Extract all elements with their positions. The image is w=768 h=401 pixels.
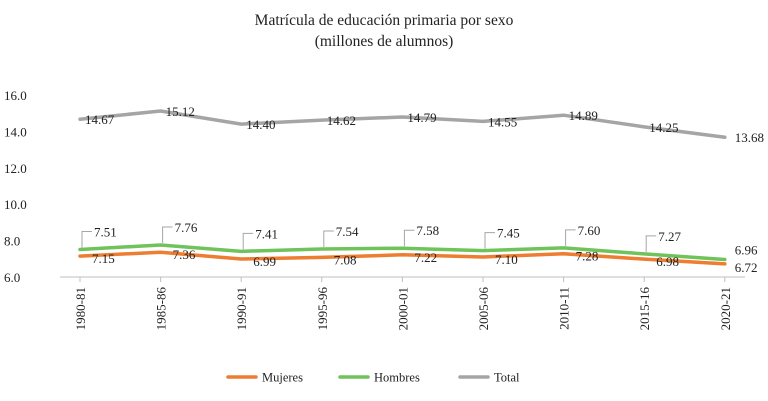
data-label-total: 15.12 — [166, 104, 195, 119]
series-line-mujeres — [78, 250, 727, 266]
data-labels: 14.67 15.12 14.40 14.62 14.79 14.55 14.89 14.25… — [81, 104, 764, 275]
data-label-total: 14.25 — [649, 120, 678, 135]
data-label-mujeres: 6.98 — [656, 254, 679, 269]
data-label-mujeres: 7.36 — [173, 247, 196, 262]
chart-title-text: Matrícula de educación primaria por sexo — [254, 12, 514, 29]
data-label-mujeres: 6.99 — [253, 254, 276, 269]
x-tick-label: 2020-21 — [718, 287, 733, 330]
x-tick-label: 2005-06 — [476, 287, 491, 331]
leader-line — [565, 229, 576, 246]
data-label-mujeres: 7.28 — [576, 249, 599, 264]
data-label-total: 14.62 — [327, 113, 356, 128]
data-label-hombres: 7.27 — [658, 229, 681, 244]
x-tick-label: 2015-16 — [637, 287, 652, 331]
leader-line — [645, 235, 657, 252]
data-label-total: 14.89 — [569, 108, 598, 123]
y-tick-label: 16.0 — [4, 88, 27, 103]
data-label-mujeres: 6.72 — [735, 260, 758, 275]
y-tick-label: 14.0 — [4, 124, 27, 139]
data-label-total: 13.68 — [735, 130, 764, 145]
data-label-hombres: 7.60 — [578, 223, 601, 238]
data-label-hombres: 7.54 — [336, 224, 359, 239]
x-tick-label: 2010-11 — [557, 287, 572, 330]
leader-line — [323, 230, 334, 247]
data-label-total: 14.79 — [407, 110, 436, 125]
x-tick-label: 2000-01 — [395, 287, 410, 330]
leader-line — [484, 232, 495, 249]
leader-line — [81, 231, 92, 248]
axes: 6.0 8.0 10.0 12.0 14.0 16.0 1980-81 1985-86 1990… — [4, 88, 745, 330]
data-label-hombres: 7.58 — [416, 223, 439, 238]
series-layer — [78, 109, 727, 266]
x-tick-label: 1990-91 — [234, 287, 249, 330]
x-tick-label: 1985-86 — [154, 287, 169, 331]
data-label-mujeres: 7.08 — [334, 252, 357, 267]
legend-label-total: Total — [494, 371, 520, 385]
leader-line — [403, 229, 415, 247]
x-tick-label: 1995-96 — [315, 287, 330, 331]
legend-label-mujeres: Mujeres — [262, 371, 303, 385]
data-label-hombres: 7.45 — [497, 226, 520, 241]
y-tick-label: 8.0 — [4, 234, 20, 249]
legend-label-hombres: Hombres — [374, 371, 420, 385]
data-label-total: 14.40 — [246, 117, 275, 132]
y-tick-label: 6.0 — [4, 270, 20, 285]
series-line-hombres — [78, 243, 727, 262]
data-label-mujeres: 7.15 — [92, 251, 115, 266]
data-label-hombres: 7.51 — [94, 225, 117, 240]
y-tick-label: 10.0 — [4, 197, 27, 212]
y-tick-label: 12.0 — [4, 161, 27, 176]
data-label-total: 14.55 — [488, 114, 517, 129]
chart-subtitle-text: (millones de alumnos) — [314, 33, 454, 50]
leader-line — [162, 226, 173, 243]
series-line-total — [78, 109, 727, 139]
legend: Mujeres Hombres Total — [226, 371, 520, 385]
data-label-mujeres: 7.10 — [495, 252, 518, 267]
data-label-total: 14.67 — [85, 112, 115, 127]
data-label-hombres: 6.96 — [735, 243, 758, 258]
x-tick-label: 1980-81 — [73, 287, 88, 330]
chart-title: Matrícula de educación primaria por sexo… — [0, 10, 768, 52]
data-label-hombres: 7.76 — [175, 220, 198, 235]
leader-line — [242, 232, 254, 250]
data-label-hombres: 7.41 — [255, 226, 278, 241]
data-label-mujeres: 7.22 — [414, 250, 437, 265]
